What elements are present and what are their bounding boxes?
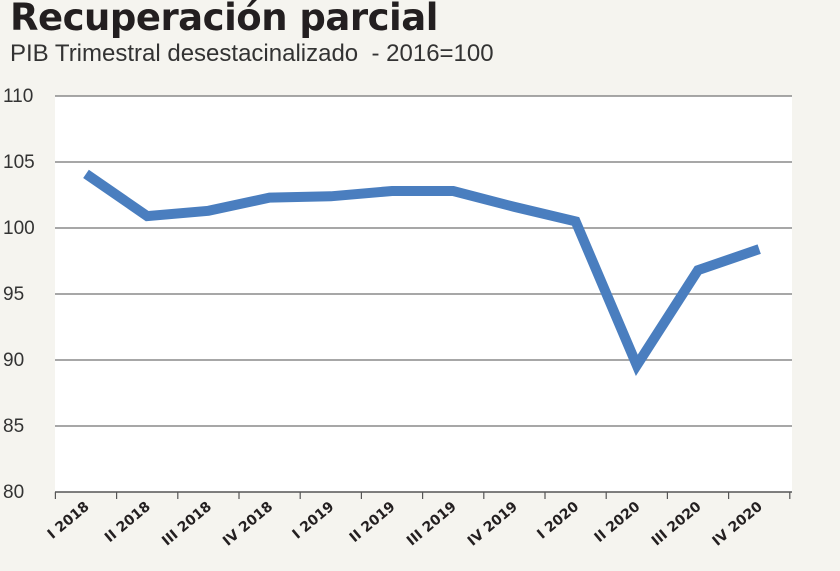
y-tick-label: 90: [3, 350, 24, 371]
y-tick-label: 105: [3, 152, 35, 173]
series-line: [83, 169, 761, 376]
gridlines: [55, 95, 792, 427]
x-tick-label: II 2020: [592, 499, 644, 546]
y-tick-label: 110: [3, 86, 33, 107]
x-axis-ticks: I 2018 II 2018 III 2018 IV 2018 I 2019 II 201…: [45, 499, 766, 550]
series-group: [83, 169, 761, 376]
x-tick-label: II 2019: [347, 499, 399, 546]
chart-title: Recuperación parcial: [10, 0, 438, 39]
chart-subtitle: PIB Trimestral desestacinalizado - 2016=…: [10, 40, 494, 67]
x-tick-label: I 2020: [534, 499, 582, 543]
y-tick-label: 80: [3, 482, 24, 503]
x-tick-label: II 2018: [102, 499, 154, 546]
y-axis-ticks: 80 85 90 95 100 105 110: [3, 86, 35, 503]
x-axis: [54, 491, 792, 499]
x-tick-label: III 2020: [649, 499, 705, 550]
x-tick-label: IV 2019: [465, 499, 521, 550]
x-tick-label: III 2018: [159, 499, 215, 549]
y-tick-label: 85: [3, 416, 24, 437]
y-tick-label: 95: [3, 284, 24, 305]
x-tick-label: I 2019: [290, 499, 338, 543]
y-tick-label: 100: [3, 218, 35, 239]
x-tick-label: I 2018: [45, 499, 93, 543]
x-tick-label: IV 2020: [710, 499, 766, 550]
x-tick-label: III 2019: [404, 499, 460, 549]
x-tick-label: IV 2018: [220, 499, 276, 550]
